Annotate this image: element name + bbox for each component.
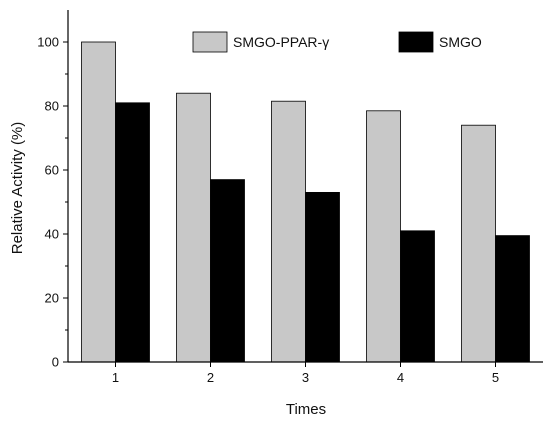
x-tick-label: 1	[112, 370, 119, 385]
bar-smgo-ppar-3	[271, 100, 306, 363]
x-ticks-group: 1 2 3 4 5	[112, 362, 499, 385]
bar-smgo-ppar-4	[366, 110, 401, 363]
legend-label-0: SMGO-PPAR-γ	[233, 34, 329, 50]
x-tick-label: 5	[492, 370, 499, 385]
x-tick-label: 3	[302, 370, 309, 385]
y-ticks-group: 0 20 40 60 80 100	[37, 35, 68, 370]
bar-smgo-1	[115, 102, 150, 363]
y-tick-label: 20	[45, 291, 59, 306]
x-axis-title: Times	[286, 401, 326, 418]
bar-smgo-2	[210, 179, 245, 363]
bars-group	[81, 41, 530, 363]
x-tick-label: 4	[397, 370, 404, 385]
bar-smgo-3	[305, 191, 340, 363]
y-tick-label: 100	[37, 35, 59, 50]
x-tick-label: 2	[207, 370, 214, 385]
legend-label-1: SMGO	[439, 34, 482, 50]
bar-smgo-ppar-5	[461, 124, 496, 363]
y-tick-label: 80	[45, 99, 59, 114]
y-tick-label: 60	[45, 163, 59, 178]
bar-smgo-4	[400, 230, 435, 363]
y-tick-label: 40	[45, 227, 59, 242]
legend-swatch-1	[398, 31, 434, 53]
bar-smgo-5	[495, 235, 530, 363]
bar-smgo-ppar-1	[81, 41, 116, 363]
bar-smgo-ppar-2	[176, 92, 211, 363]
y-axis-title: Relative Activity (%)	[9, 122, 26, 255]
legend: SMGO-PPAR-γ SMGO	[192, 31, 482, 53]
y-tick-label: 0	[52, 355, 59, 370]
legend-swatch-0	[192, 31, 228, 53]
